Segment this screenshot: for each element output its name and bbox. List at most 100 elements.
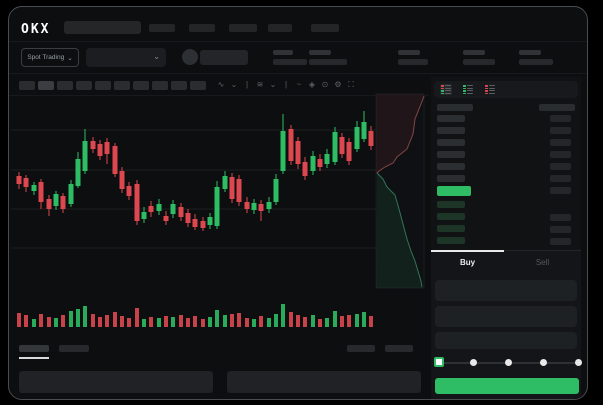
chart-bottom-tab-1[interactable]: [59, 345, 89, 352]
orderbook-layout-strip: [434, 81, 578, 98]
tab-buy[interactable]: Buy: [431, 250, 504, 273]
candle-body: [104, 142, 110, 154]
order-input-0[interactable]: [435, 280, 577, 301]
ask-row-3-price[interactable]: [437, 151, 465, 158]
orderbook-layout-asks-icon[interactable]: [484, 84, 496, 95]
timeframe-button-4[interactable]: [95, 81, 111, 90]
header-divider: [9, 41, 587, 42]
candle-body: [251, 203, 257, 210]
volume-bar: [157, 318, 161, 327]
last-price-placeholder: [200, 50, 248, 65]
candle-body: [16, 176, 22, 184]
volume-bar: [179, 315, 183, 327]
volume-bar: [91, 314, 95, 327]
line-tool-icon[interactable]: ~: [296, 80, 302, 89]
fullscreen-icon[interactable]: ⛶: [348, 80, 354, 89]
orderbook-layout-bids-icon[interactable]: [462, 84, 474, 95]
slider-stop-2[interactable]: [505, 359, 512, 366]
chart-bottom-action-1[interactable]: [385, 345, 413, 352]
timeframe-button-5[interactable]: [114, 81, 130, 90]
search-input[interactable]: [64, 21, 141, 34]
last-price-bar[interactable]: [437, 186, 471, 196]
ask-row-2-price[interactable]: [437, 139, 465, 146]
timeframe-button-3[interactable]: [76, 81, 92, 90]
slider-stop-3[interactable]: [539, 359, 547, 366]
nav-item-0[interactable]: [149, 24, 175, 32]
timeframe-button-1[interactable]: [38, 81, 54, 90]
timeframe-button-0[interactable]: [19, 81, 35, 90]
slider-handle[interactable]: [434, 357, 444, 367]
volume-bar: [362, 312, 366, 327]
candle-body: [354, 127, 360, 149]
timeframe-button-2[interactable]: [57, 81, 73, 90]
volume-bar: [186, 318, 190, 327]
candlestick-chart[interactable]: [11, 91, 431, 337]
volume-bar: [69, 311, 73, 327]
volume-bar: [164, 316, 168, 327]
nav-item-2[interactable]: [229, 24, 257, 32]
camera-icon[interactable]: ⊙: [321, 80, 329, 89]
bid-row-3-price[interactable]: [437, 237, 465, 244]
stat-3-value: [463, 59, 495, 65]
volume-bar: [208, 317, 212, 327]
amount-slider[interactable]: [434, 357, 582, 367]
market-type-selector[interactable]: Spot Trading ⌄: [21, 48, 79, 67]
candle-body: [134, 184, 140, 221]
candle-body: [141, 212, 147, 219]
settings-icon[interactable]: ⚙: [334, 80, 342, 89]
candle-body: [68, 184, 74, 204]
volume-bar: [105, 315, 109, 327]
ask-row-1-price[interactable]: [437, 127, 465, 134]
pair-selector[interactable]: ⌄: [86, 48, 166, 67]
timeframe-button-9[interactable]: [190, 81, 206, 90]
trade-tabs: Buy Sell: [431, 250, 581, 273]
candle-body: [361, 122, 367, 139]
chart-bottom-action-0[interactable]: [347, 345, 375, 352]
submit-buy-button[interactable]: [435, 378, 579, 394]
orderbook-layout-both-icon[interactable]: [440, 84, 452, 95]
timeframe-button-7[interactable]: [152, 81, 168, 90]
candle-body: [90, 141, 96, 149]
volume-bar: [311, 315, 315, 327]
candle-body: [295, 141, 301, 164]
ask-row-4-price[interactable]: [437, 163, 465, 170]
volume-bar: [120, 316, 124, 327]
ask-row-0-price[interactable]: [437, 115, 465, 122]
timeframe-button-6[interactable]: [133, 81, 149, 90]
candle-body: [266, 202, 272, 209]
compare-icon[interactable]: ◈: [308, 80, 316, 89]
orderbook-header-amount: [539, 104, 575, 111]
bid-row-1-price[interactable]: [437, 213, 465, 220]
chevron-down-icon[interactable]: ⌄: [269, 80, 277, 89]
chevron-down-icon[interactable]: ⌄: [230, 80, 238, 89]
candle-style-icon[interactable]: ≋: [256, 80, 264, 89]
stat-3-label: [463, 50, 485, 55]
nav-item-4[interactable]: [311, 24, 339, 32]
depth-bids-area: [376, 173, 424, 288]
candle-body: [82, 141, 88, 171]
wave-indicator-icon[interactable]: ∿: [217, 80, 225, 89]
timeframe-button-8[interactable]: [171, 81, 187, 90]
order-input-2[interactable]: [435, 332, 577, 349]
slider-stop-4[interactable]: [574, 359, 582, 366]
tab-sell[interactable]: Sell: [504, 251, 581, 273]
bid-row-0-price[interactable]: [437, 201, 465, 208]
ask-row-5-price[interactable]: [437, 175, 465, 182]
volume-bar: [289, 312, 293, 327]
order-input-1[interactable]: [435, 306, 577, 327]
candle-body: [346, 142, 352, 161]
slider-stop-1[interactable]: [470, 359, 478, 366]
market-type-label: Spot Trading: [27, 54, 65, 61]
nav-item-1[interactable]: [189, 24, 215, 32]
volume-bar: [17, 313, 21, 327]
candle-body: [288, 129, 294, 161]
volume-bar: [83, 306, 87, 327]
ask-row-5-amount: [550, 175, 571, 182]
chart-bottom-tab-0[interactable]: [19, 345, 49, 352]
volume-bar: [303, 317, 307, 327]
candle-body: [200, 221, 206, 228]
nav-item-3[interactable]: [268, 24, 292, 32]
volume-bar: [113, 312, 117, 327]
volume-bar: [296, 315, 300, 327]
bid-row-2-price[interactable]: [437, 225, 465, 232]
